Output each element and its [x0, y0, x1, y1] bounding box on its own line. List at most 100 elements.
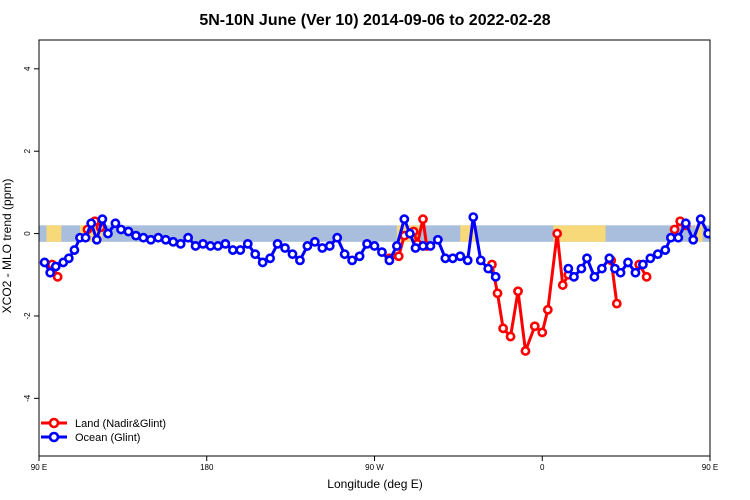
data-point	[615, 267, 626, 278]
data-point	[317, 243, 328, 253]
data-point	[440, 253, 451, 264]
data-point	[468, 212, 479, 223]
data-point	[410, 243, 421, 253]
data-point	[447, 253, 458, 264]
y-axis: -4 -2 0 2 4	[23, 66, 39, 402]
data-point	[153, 232, 164, 243]
data-point	[272, 238, 283, 249]
data-point	[123, 226, 134, 237]
y-axis-label: XCO2 - MLO trend (ppm)	[0, 179, 14, 314]
y-tick-label: 4	[23, 66, 32, 71]
data-point	[198, 238, 208, 249]
data-point	[520, 346, 531, 356]
data-point	[596, 263, 607, 274]
data-point	[641, 271, 652, 282]
data-point	[227, 245, 238, 255]
data-point	[652, 249, 663, 260]
data-point	[52, 271, 63, 282]
data-point	[703, 228, 710, 239]
data-point	[563, 263, 574, 274]
legend-marker	[48, 417, 60, 429]
data-point	[393, 251, 404, 262]
data-point	[623, 257, 633, 268]
data-point	[513, 286, 523, 297]
data-point	[498, 323, 509, 334]
legend: Land (Nadir&Glint) Ocean (Glint)	[41, 417, 166, 444]
data-point	[734, 230, 741, 237]
data-point	[589, 271, 600, 282]
data-point	[669, 224, 680, 235]
data-point	[250, 249, 261, 260]
land-band-region	[553, 225, 606, 242]
data-point	[332, 232, 343, 243]
data-point	[673, 232, 684, 243]
data-point	[462, 255, 473, 266]
data-point	[475, 255, 486, 266]
data-point	[405, 228, 415, 239]
data-point	[116, 224, 126, 235]
data-point	[384, 255, 395, 266]
data-point	[645, 253, 656, 264]
land-band-region	[695, 225, 703, 242]
y-tick-label: 0	[23, 231, 32, 236]
data-point	[418, 214, 428, 225]
data-point	[362, 238, 372, 249]
data-point	[69, 245, 80, 255]
data-point	[377, 247, 387, 258]
data-point	[492, 288, 503, 299]
data-point	[529, 321, 540, 332]
legend-marker	[48, 431, 60, 443]
data-point	[490, 271, 501, 282]
data-point	[168, 236, 179, 247]
legend-label: Land (Nadir&Glint)	[75, 418, 166, 430]
data-point	[257, 257, 268, 268]
data-point	[63, 253, 74, 264]
data-point	[604, 253, 615, 264]
legend-item: Land (Nadir&Glint)	[41, 417, 166, 430]
data-point	[742, 232, 749, 239]
legend-label: Ocean (Glint)	[75, 432, 140, 444]
data-point	[97, 214, 108, 225]
data-point	[235, 245, 246, 255]
data-point	[630, 267, 641, 278]
data-point	[719, 224, 726, 231]
data-point	[50, 261, 61, 272]
data-point	[160, 234, 171, 245]
y-tick-label: -2	[23, 312, 32, 320]
data-point	[91, 234, 102, 245]
y-tick-label: 2	[23, 148, 32, 153]
x-tick-label: 0	[540, 463, 545, 472]
data-point	[265, 253, 276, 264]
data-point	[425, 241, 436, 251]
data-point	[213, 241, 223, 251]
y-tick-label: -4	[23, 394, 32, 402]
data-point	[324, 241, 335, 251]
data-point	[295, 255, 305, 266]
data-point	[80, 232, 91, 243]
data-point	[354, 251, 365, 262]
x-tick-label: 180	[200, 463, 214, 472]
data-point	[537, 327, 548, 338]
series-ocean	[39, 212, 749, 282]
data-point	[727, 228, 734, 235]
data-point	[712, 220, 719, 227]
data-point	[110, 218, 121, 229]
data-point	[131, 230, 141, 241]
data-point	[175, 238, 186, 249]
data-point	[103, 228, 113, 239]
data-point	[339, 249, 350, 260]
series-layer	[39, 212, 749, 356]
land-band-region	[46, 225, 62, 242]
data-point	[205, 241, 216, 251]
data-point	[638, 259, 648, 270]
x-axis-label: Longitude (deg E)	[327, 477, 422, 491]
x-tick-label: 90 E	[702, 463, 718, 472]
data-point	[183, 232, 194, 243]
legend-item: Ocean (Glint)	[41, 431, 140, 444]
data-point	[86, 218, 97, 229]
data-point	[611, 298, 622, 309]
data-point	[242, 238, 253, 249]
data-point	[190, 241, 201, 251]
data-point	[391, 241, 402, 251]
